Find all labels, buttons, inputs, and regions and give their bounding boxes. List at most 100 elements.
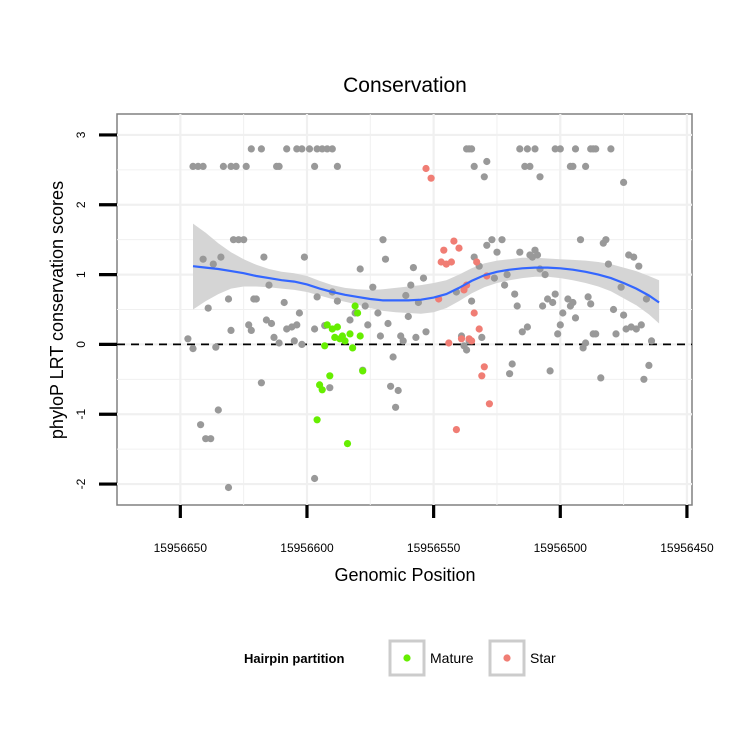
point-other [402,291,410,300]
point-star [422,164,430,173]
point-other [508,360,516,368]
point-other [584,293,592,301]
point-other [361,302,369,310]
point-other [607,145,615,153]
point-other [229,236,238,244]
point-other [587,300,595,308]
point-mature [359,367,367,375]
point-other [197,421,205,429]
point-other [617,283,625,291]
point-other [470,162,478,170]
point-other [549,298,557,307]
point-other [480,173,488,181]
point-other [267,319,276,328]
point-star [445,339,453,347]
point-star [478,372,486,380]
point-other [513,302,521,310]
point-other [333,162,341,170]
point-other [298,145,306,153]
point-other [387,382,395,390]
point-other [521,162,529,170]
point-other [571,145,580,153]
point-other [333,297,341,305]
point-other [488,236,496,244]
y-tick-label: 1 [74,271,88,278]
point-other [369,283,377,291]
point-other [212,343,220,351]
point-other [184,335,192,343]
point-other [506,370,514,378]
x-tick-label: 15956550 [407,541,461,555]
point-other [199,255,207,263]
point-other [262,316,270,324]
point-mature [351,302,359,310]
point-other [493,248,501,256]
point-other [295,309,303,317]
point-other [501,281,509,289]
point-other [523,323,532,331]
point-mature [313,416,321,424]
point-other [571,314,580,322]
legend-item-mature: Mature [388,639,474,677]
legend-swatch-star [503,654,511,662]
point-other [533,251,542,259]
point-other [224,483,233,492]
point-other [490,274,498,282]
point-other [541,271,549,279]
point-other [468,145,476,153]
point-other [257,379,265,387]
point-other [478,333,486,341]
legend-swatch-mature [403,654,411,662]
point-other [311,325,319,333]
y-tick-label: -1 [74,409,88,420]
point-other [209,260,217,268]
confidence-band-layer [193,223,660,324]
point-other [379,236,387,244]
point-other [265,281,273,289]
point-other [257,145,265,153]
legend-label-mature: Mature [430,650,474,666]
point-other [252,295,260,303]
point-star [457,335,466,343]
point-other [569,162,577,170]
point-other [242,162,250,170]
legend-label-star: Star [530,650,556,666]
point-other [204,304,212,312]
point-other [463,346,471,354]
point-other [293,145,301,153]
point-other [556,145,564,153]
point-other [318,145,326,153]
x-tick-label: 15956500 [534,541,588,555]
point-other [207,435,215,443]
point-other [298,340,306,348]
point-star [485,400,493,408]
point-other [283,145,291,153]
point-other [313,293,321,301]
legend: Hairpin partition Mature Star [244,639,556,677]
point-other [592,145,600,153]
x-tick-label: 15956600 [280,541,334,555]
point-other [551,145,559,153]
point-other [293,321,301,329]
point-star [450,237,458,245]
confidence-band [193,223,660,324]
point-other [346,316,354,324]
y-tick-label: 2 [74,201,88,208]
point-star [470,309,478,317]
point-other [582,162,590,170]
point-star [455,244,463,252]
point-other [592,330,600,338]
point-other [518,328,526,336]
point-other [422,328,430,336]
point-mature [333,323,341,331]
point-other [511,290,519,298]
chart-title: Conservation [343,74,467,97]
point-other [647,337,656,345]
point-other [483,157,491,166]
point-mature [349,344,357,352]
point-other [392,403,400,411]
point-mature [346,330,354,338]
point-other [503,271,511,279]
point-other [564,295,572,303]
y-tick-label: 0 [74,341,88,348]
